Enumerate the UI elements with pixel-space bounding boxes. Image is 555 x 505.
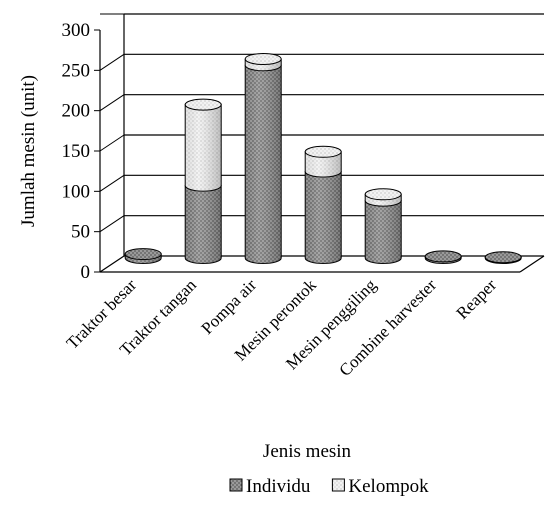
gridline-diagonal bbox=[99, 94, 125, 112]
bar-top-cap bbox=[304, 145, 342, 158]
legend: Individu Kelompok bbox=[229, 476, 429, 497]
bar-top-cap bbox=[124, 248, 162, 261]
bar-shading bbox=[305, 151, 342, 177]
x-axis-title: Jenis mesin bbox=[263, 441, 352, 462]
floor-left-edge bbox=[99, 255, 125, 273]
bar-shading bbox=[185, 104, 222, 192]
y-tick-label: 200 bbox=[62, 101, 91, 122]
bars bbox=[124, 52, 522, 264]
bar-segment bbox=[304, 151, 342, 178]
y-tick-label: 250 bbox=[62, 60, 91, 81]
y-tick-label: 100 bbox=[62, 181, 91, 202]
legend-swatch bbox=[229, 478, 243, 492]
y-tick-label: 300 bbox=[62, 20, 91, 41]
bar-shading bbox=[305, 171, 342, 264]
gridline-diagonal bbox=[99, 174, 125, 192]
bar-segment bbox=[184, 104, 222, 192]
bar-segment bbox=[184, 185, 222, 264]
y-tick-label: 50 bbox=[71, 222, 90, 243]
gridline-diagonal bbox=[99, 215, 125, 233]
x-tick-label: Reaper bbox=[453, 275, 501, 323]
bar-top-cap bbox=[364, 188, 402, 201]
bar-shading bbox=[245, 65, 282, 264]
gridline-diagonal bbox=[99, 53, 125, 71]
bar-shading bbox=[365, 200, 402, 264]
legend-swatch bbox=[331, 478, 345, 492]
y-tick-label: 150 bbox=[62, 141, 91, 162]
y-tick-label: 0 bbox=[81, 262, 91, 283]
floor-right-edge bbox=[519, 255, 545, 273]
bar-top-cap bbox=[244, 52, 282, 65]
legend-label: Individu bbox=[246, 476, 311, 497]
bar-segment bbox=[304, 170, 342, 264]
bar-shading bbox=[185, 185, 222, 264]
bar-top-cap bbox=[184, 98, 222, 111]
bar-segment bbox=[364, 200, 402, 264]
bar-top-cap bbox=[484, 251, 522, 264]
gridline-diagonal bbox=[99, 134, 125, 152]
legend-label: Kelompok bbox=[348, 476, 429, 497]
bar-top-cap bbox=[424, 250, 462, 263]
x-tick-label: Pompa air bbox=[198, 275, 261, 338]
y-axis-title: Jumlah mesin (unit) bbox=[18, 75, 39, 227]
bar-segment bbox=[244, 64, 282, 264]
